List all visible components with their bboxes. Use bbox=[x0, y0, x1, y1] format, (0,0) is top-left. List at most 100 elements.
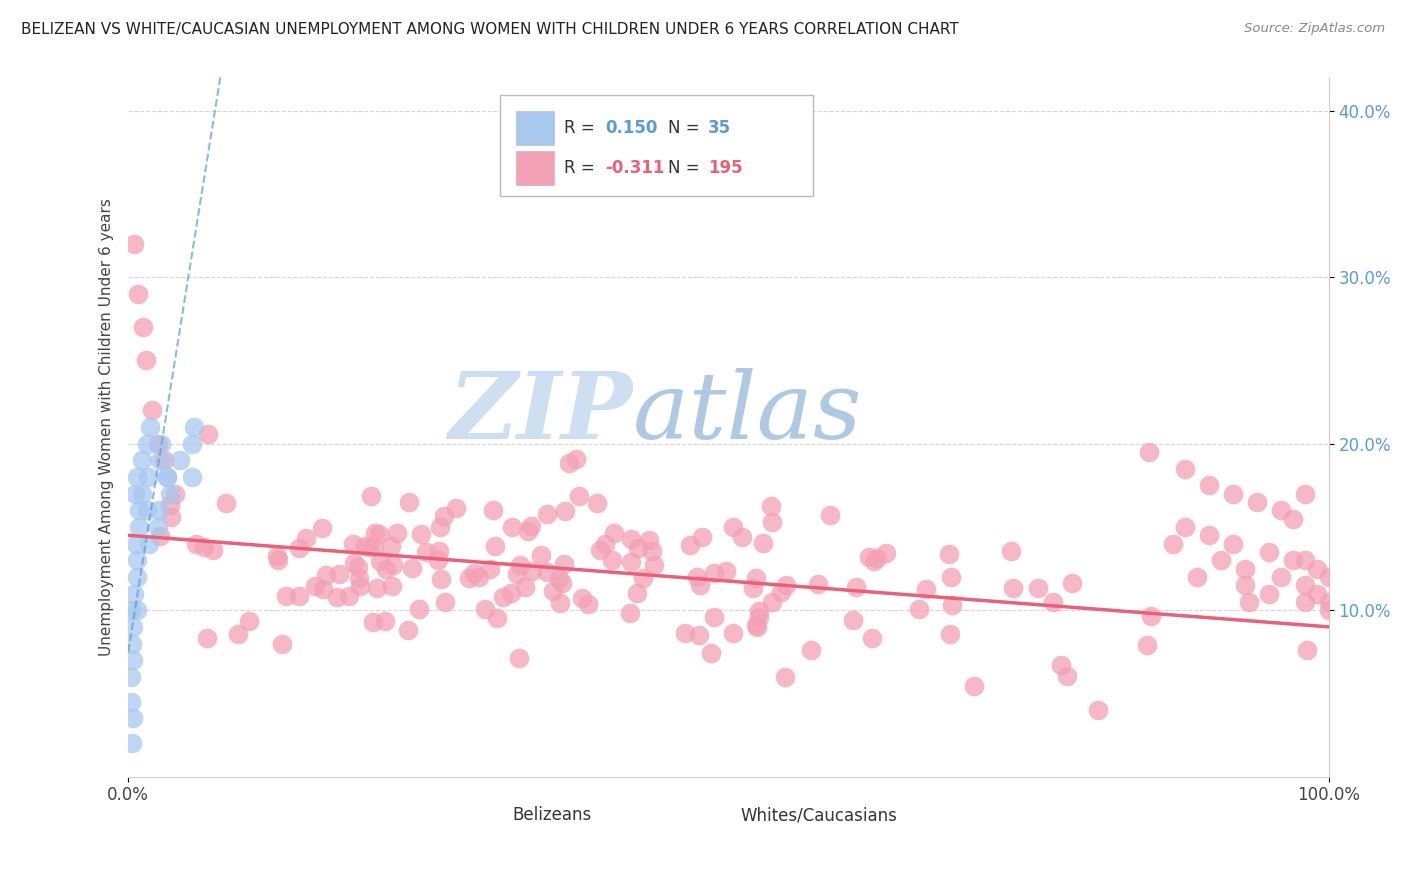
Point bbox=[468, 570, 491, 584]
Point bbox=[1246, 495, 1268, 509]
Point bbox=[600, 553, 623, 567]
Point bbox=[148, 503, 170, 517]
Point bbox=[159, 486, 181, 500]
Point bbox=[858, 550, 880, 565]
Point bbox=[125, 536, 148, 550]
Point bbox=[568, 488, 591, 502]
Point bbox=[866, 551, 889, 566]
Point bbox=[380, 539, 402, 553]
Point bbox=[311, 582, 333, 596]
Point bbox=[482, 503, 505, 517]
Point bbox=[1198, 528, 1220, 542]
Point bbox=[845, 580, 868, 594]
Point bbox=[1296, 642, 1319, 657]
Point bbox=[135, 503, 157, 517]
Point bbox=[135, 436, 157, 450]
Point bbox=[149, 529, 172, 543]
Point bbox=[121, 636, 143, 650]
Point bbox=[1317, 603, 1340, 617]
Point bbox=[509, 558, 531, 573]
Point bbox=[363, 525, 385, 540]
Point bbox=[550, 576, 572, 591]
Point bbox=[626, 585, 648, 599]
Point bbox=[311, 521, 333, 535]
Point bbox=[401, 561, 423, 575]
Text: atlas: atlas bbox=[633, 368, 862, 458]
Point bbox=[1174, 461, 1197, 475]
Point bbox=[156, 470, 179, 484]
Point bbox=[1294, 595, 1316, 609]
Point bbox=[121, 603, 143, 617]
Point bbox=[153, 453, 176, 467]
Point bbox=[124, 486, 146, 500]
Point bbox=[541, 583, 564, 598]
Point bbox=[863, 554, 886, 568]
Point bbox=[183, 420, 205, 434]
FancyBboxPatch shape bbox=[678, 797, 728, 834]
Point bbox=[1257, 586, 1279, 600]
Point bbox=[748, 604, 770, 618]
Point bbox=[315, 567, 337, 582]
Text: Source: ZipAtlas.com: Source: ZipAtlas.com bbox=[1244, 22, 1385, 36]
Point bbox=[761, 595, 783, 609]
Point bbox=[120, 670, 142, 684]
Point bbox=[267, 553, 290, 567]
Point bbox=[1306, 561, 1329, 575]
Point bbox=[193, 540, 215, 554]
Point bbox=[633, 571, 655, 585]
Point bbox=[620, 532, 643, 546]
Point bbox=[714, 564, 737, 578]
Point bbox=[1233, 561, 1256, 575]
Point bbox=[1002, 581, 1025, 595]
Point bbox=[530, 548, 553, 562]
Point bbox=[427, 544, 450, 558]
Point bbox=[328, 567, 350, 582]
Point bbox=[517, 524, 540, 539]
Point bbox=[842, 613, 865, 627]
Point bbox=[121, 653, 143, 667]
Point bbox=[1270, 570, 1292, 584]
Point bbox=[121, 711, 143, 725]
Point bbox=[513, 580, 536, 594]
Point bbox=[731, 530, 754, 544]
Point bbox=[1294, 486, 1316, 500]
Point bbox=[1174, 520, 1197, 534]
Point bbox=[1049, 658, 1071, 673]
Point bbox=[197, 427, 219, 442]
Point bbox=[201, 543, 224, 558]
Point bbox=[1270, 503, 1292, 517]
Point bbox=[342, 537, 364, 551]
Point bbox=[148, 436, 170, 450]
Point bbox=[274, 590, 297, 604]
Point bbox=[501, 520, 523, 534]
Point bbox=[1257, 545, 1279, 559]
Point bbox=[938, 627, 960, 641]
Point bbox=[679, 538, 702, 552]
Text: R =: R = bbox=[564, 160, 600, 178]
Point bbox=[941, 598, 963, 612]
Point bbox=[427, 553, 450, 567]
Point bbox=[673, 626, 696, 640]
Point bbox=[304, 579, 326, 593]
Point bbox=[550, 596, 572, 610]
Point bbox=[180, 470, 202, 484]
Point bbox=[159, 509, 181, 524]
Text: -0.311: -0.311 bbox=[605, 160, 664, 178]
Point bbox=[703, 610, 725, 624]
Point bbox=[433, 595, 456, 609]
Point bbox=[508, 651, 530, 665]
Point bbox=[565, 452, 588, 467]
Point bbox=[128, 520, 150, 534]
Point bbox=[1161, 536, 1184, 550]
Point bbox=[619, 606, 641, 620]
Point bbox=[761, 515, 783, 529]
Text: ZIP: ZIP bbox=[449, 368, 633, 458]
Point bbox=[1060, 575, 1083, 590]
Point bbox=[474, 602, 496, 616]
Point bbox=[1233, 578, 1256, 592]
Point bbox=[326, 590, 349, 604]
Point bbox=[127, 603, 149, 617]
Point bbox=[353, 539, 375, 553]
Point bbox=[1317, 595, 1340, 609]
Point bbox=[141, 403, 163, 417]
